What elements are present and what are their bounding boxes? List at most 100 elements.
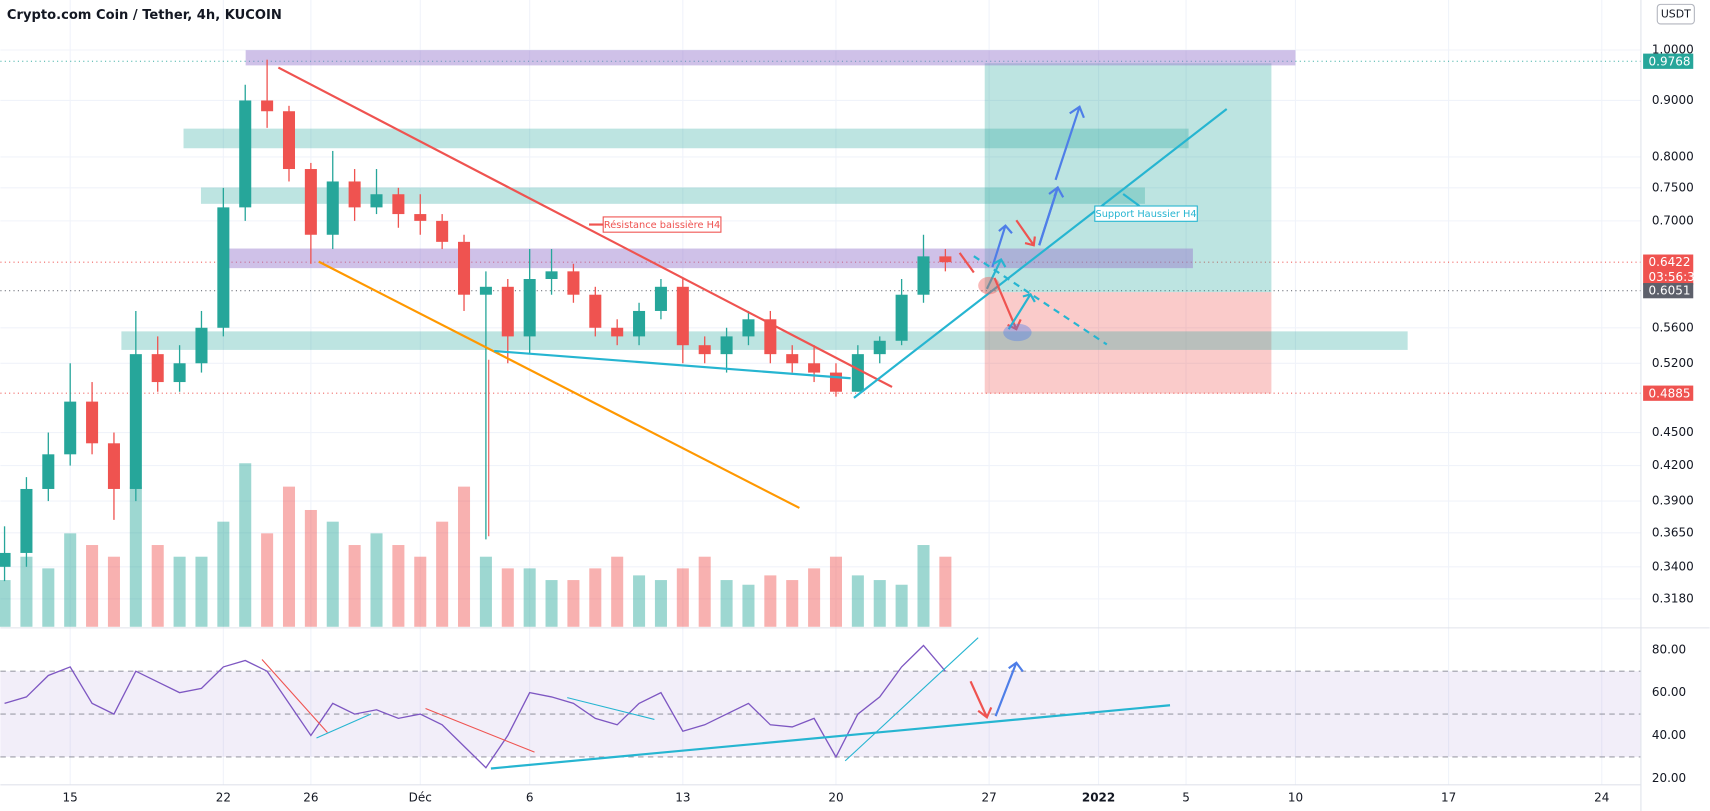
volume-bar [742,584,755,627]
chart-title: Crypto.com Coin / Tether, 4h, KUCOIN [7,8,282,23]
candle-body [633,310,646,337]
trend-line [318,260,800,509]
volume-bar [895,584,908,627]
volume-bar [479,556,492,627]
annotation: Support Haussier H4 [1095,209,1196,220]
grid [0,0,1641,785]
x-tick-label: 27 [982,790,997,804]
y-tick-label: 0.7000 [1652,213,1694,227]
volume-bar [282,486,296,627]
y-tick-label: 0.5200 [1652,356,1694,370]
volume-bar [326,521,339,627]
price-label-box [1643,53,1694,69]
candle-body [217,207,230,328]
candle-body [873,340,886,355]
candle-body [808,363,821,373]
volume-bar [86,545,99,627]
candle-body [348,181,361,208]
candle-body [917,256,930,295]
volume-bar [676,568,689,627]
volume-bar [829,556,842,627]
volume-bar [633,575,646,627]
drawings-front [261,66,1228,770]
x-tick-label: 2022 [1082,790,1115,804]
trend-line [277,66,893,388]
annotation-box [1094,205,1198,222]
volume-bar [392,545,405,627]
candle-body [370,194,383,208]
arrow [991,105,1085,268]
x-tick-label: 10 [1288,790,1303,804]
candle-body [436,220,449,242]
volume-bar [611,556,624,627]
x-tick-label: 17 [1441,790,1456,804]
y-tick-label: 0.5600 [1652,320,1694,334]
annotation-box [602,216,722,233]
arrow [985,257,1036,330]
y-tick-label: 0.9000 [1652,93,1694,107]
x-tick-label: 6 [526,790,534,804]
candle-body [479,286,492,295]
rsi-trend [844,637,979,762]
y-tick-label: 0.3650 [1652,525,1694,539]
rsi-trend [490,704,1171,770]
volume-bar [173,556,186,627]
candle-body [786,354,799,364]
price-label: 0.6051 [1649,284,1691,298]
volume-bar [107,556,120,627]
rsi-tick-label: 60.00 [1652,685,1686,699]
x-tick-label: 26 [303,790,318,804]
annotation: Résistance baissière H4 [604,219,720,231]
marker [978,276,1000,295]
zone [223,248,1193,269]
price-label-box [1643,283,1694,299]
candle-body [523,279,536,337]
candle-body [20,488,33,553]
volume-bar [64,533,77,627]
candle-body [676,286,689,346]
x-tick-label: 20 [828,790,843,804]
x-tick-label: 13 [675,790,690,804]
candle-body [414,214,427,221]
candle-body [86,401,99,444]
volume-bar [436,521,449,627]
rsi-trend [261,659,328,733]
annotations: Résistance baissière H4 Support Haussier… [589,193,1198,233]
volume-bar [720,580,733,627]
axes: 15 22 26 Déc 6 13 20 27 2022 5 10 17 24 0.3180 0.3400 0… [63,42,1703,804]
candle-body [829,372,842,392]
price-label-box [1643,254,1694,286]
trend-line [494,349,851,380]
volume-bar [20,556,33,627]
candle-body [64,401,77,455]
candle-body [458,241,471,295]
candle-body [304,169,317,235]
x-tick-label: 15 [63,790,78,804]
volume-bar [698,556,711,627]
volume-bar [523,568,536,627]
candle-body [261,100,274,112]
candle-body [107,443,120,489]
volume-bar [370,533,383,627]
x-tick-label: Déc [409,790,432,804]
zone [245,50,1296,66]
candle-body [654,286,667,311]
volume-bar [239,463,252,627]
y-tick-label: 0.4200 [1652,458,1694,472]
volume-bar [939,556,952,627]
volume-bar [42,568,55,627]
x-tick-label: 22 [216,790,231,804]
price-label-box [1643,385,1694,401]
target-zone [984,63,1272,293]
volume-bar [195,556,208,627]
rsi-line [4,644,946,769]
rsi-trend [567,697,655,720]
candle-body [939,256,952,263]
zone [183,128,1189,149]
candle-body [895,294,908,341]
volume-bar [545,580,558,627]
y-tick-label: 0.3400 [1652,559,1694,573]
candle-body [764,319,777,355]
rsi-trend [316,713,372,739]
